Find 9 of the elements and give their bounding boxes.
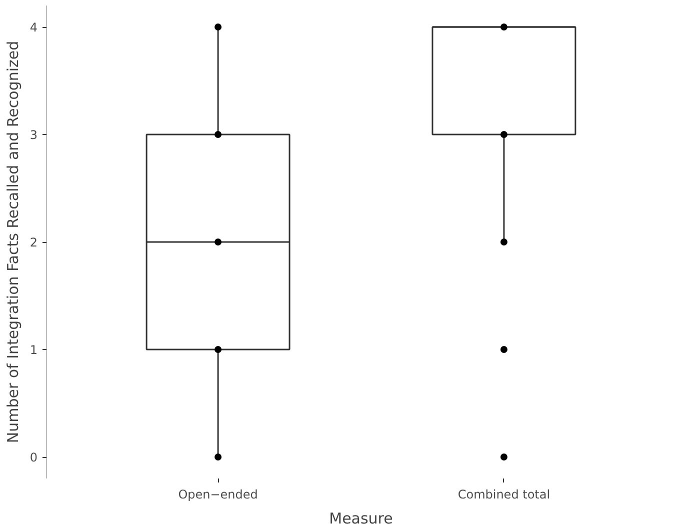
- y-tick-label: 4: [30, 20, 38, 34]
- x-tick-label: Open−ended: [178, 488, 258, 502]
- y-tick-label: 2: [30, 236, 38, 250]
- x-tick-label: Combined total: [458, 488, 550, 502]
- y-tick-label: 3: [30, 128, 38, 142]
- y-tick-label: 1: [30, 343, 38, 357]
- y-axis-title: Number of Integration Facts Recalled and Recognized: [4, 40, 22, 444]
- x-axis-title: Measure: [329, 510, 393, 528]
- y-tick-label: 0: [30, 450, 38, 464]
